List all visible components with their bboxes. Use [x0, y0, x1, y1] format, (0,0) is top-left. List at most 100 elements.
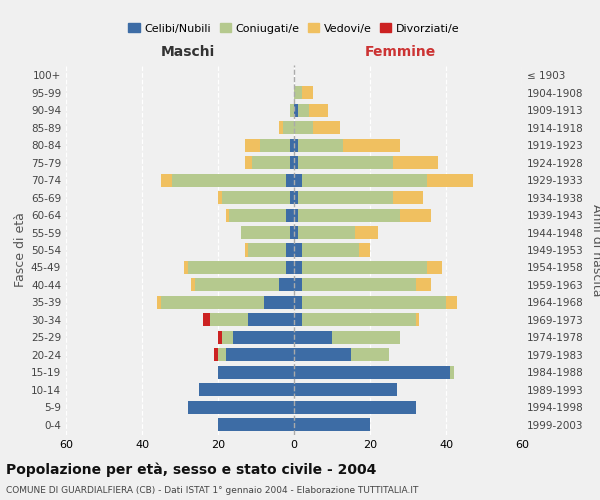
Bar: [294, 86, 302, 100]
Bar: [229, 208, 286, 222]
Bar: [294, 208, 298, 222]
Bar: [294, 330, 332, 344]
Bar: [211, 314, 248, 326]
Bar: [343, 138, 400, 152]
Bar: [294, 278, 302, 291]
Bar: [359, 244, 370, 256]
Bar: [446, 296, 457, 309]
Bar: [298, 138, 343, 152]
Bar: [226, 348, 294, 362]
Bar: [294, 226, 298, 239]
Bar: [294, 191, 298, 204]
Bar: [214, 348, 218, 362]
Bar: [450, 366, 454, 378]
Bar: [279, 122, 283, 134]
Bar: [302, 261, 427, 274]
Bar: [157, 296, 161, 309]
Bar: [355, 226, 377, 239]
Text: Femmine: Femmine: [365, 45, 436, 59]
Bar: [290, 226, 294, 239]
Bar: [222, 330, 233, 344]
Bar: [226, 208, 229, 222]
Legend: Celibi/Nubili, Coniugati/e, Vedovi/e, Divorziati/e: Celibi/Nubili, Coniugati/e, Vedovi/e, Di…: [124, 19, 464, 38]
Bar: [416, 314, 419, 326]
Bar: [298, 226, 355, 239]
Bar: [245, 138, 260, 152]
Bar: [218, 191, 222, 204]
Bar: [294, 366, 450, 378]
Bar: [161, 174, 172, 186]
Bar: [263, 296, 294, 309]
Bar: [290, 156, 294, 170]
Text: Popolazione per età, sesso e stato civile - 2004: Popolazione per età, sesso e stato civil…: [6, 462, 376, 477]
Bar: [283, 122, 294, 134]
Bar: [294, 418, 370, 431]
Bar: [302, 278, 416, 291]
Bar: [286, 261, 294, 274]
Bar: [332, 330, 400, 344]
Bar: [245, 244, 248, 256]
Bar: [248, 314, 294, 326]
Bar: [309, 104, 328, 117]
Bar: [191, 278, 195, 291]
Bar: [351, 348, 389, 362]
Bar: [172, 174, 286, 186]
Bar: [218, 330, 222, 344]
Bar: [427, 174, 473, 186]
Bar: [195, 278, 279, 291]
Bar: [218, 418, 294, 431]
Bar: [294, 244, 302, 256]
Bar: [302, 86, 313, 100]
Bar: [290, 138, 294, 152]
Bar: [218, 366, 294, 378]
Bar: [188, 261, 286, 274]
Bar: [393, 156, 439, 170]
Bar: [302, 174, 427, 186]
Bar: [400, 208, 431, 222]
Y-axis label: Fasce di età: Fasce di età: [14, 212, 27, 288]
Bar: [294, 138, 298, 152]
Bar: [188, 400, 294, 413]
Bar: [218, 348, 226, 362]
Bar: [294, 174, 302, 186]
Bar: [294, 156, 298, 170]
Bar: [294, 296, 302, 309]
Bar: [233, 330, 294, 344]
Bar: [298, 104, 309, 117]
Bar: [294, 122, 313, 134]
Bar: [279, 278, 294, 291]
Bar: [252, 156, 290, 170]
Text: COMUNE DI GUARDIALFIERA (CB) - Dati ISTAT 1° gennaio 2004 - Elaborazione TUTTITA: COMUNE DI GUARDIALFIERA (CB) - Dati ISTA…: [6, 486, 418, 495]
Bar: [222, 191, 290, 204]
Bar: [302, 296, 446, 309]
Bar: [393, 191, 423, 204]
Bar: [161, 296, 263, 309]
Y-axis label: Anni di nascita: Anni di nascita: [590, 204, 600, 296]
Bar: [416, 278, 431, 291]
Bar: [286, 208, 294, 222]
Text: Maschi: Maschi: [160, 45, 215, 59]
Bar: [294, 104, 298, 117]
Bar: [302, 244, 359, 256]
Bar: [294, 383, 397, 396]
Bar: [294, 400, 416, 413]
Bar: [294, 348, 351, 362]
Bar: [294, 314, 302, 326]
Bar: [313, 122, 340, 134]
Bar: [290, 191, 294, 204]
Bar: [241, 226, 290, 239]
Bar: [260, 138, 290, 152]
Bar: [184, 261, 188, 274]
Bar: [298, 156, 393, 170]
Bar: [248, 244, 286, 256]
Bar: [294, 261, 302, 274]
Bar: [298, 191, 393, 204]
Bar: [298, 208, 400, 222]
Bar: [427, 261, 442, 274]
Bar: [302, 314, 416, 326]
Bar: [286, 174, 294, 186]
Bar: [245, 156, 252, 170]
Bar: [286, 244, 294, 256]
Bar: [290, 104, 294, 117]
Bar: [199, 383, 294, 396]
